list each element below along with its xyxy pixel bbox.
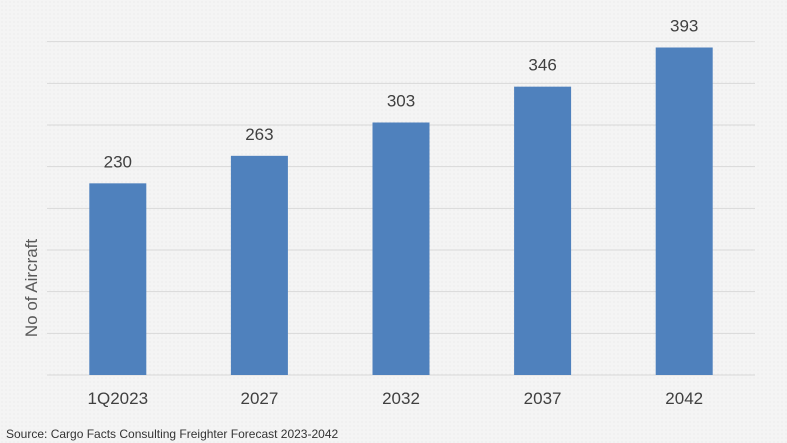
data-labels: 230 263 303 346 393 — [104, 17, 699, 172]
data-label-2037: 346 — [528, 56, 556, 75]
x-tick-2032: 2032 — [382, 389, 420, 408]
x-tick-2037: 2037 — [524, 389, 562, 408]
x-tick-1Q2023: 1Q2023 — [88, 389, 149, 408]
bar-2037 — [514, 86, 572, 376]
y-axis-label: No of Aircraft — [22, 239, 41, 338]
data-label-1Q2023: 230 — [104, 152, 132, 171]
bar-1Q2023 — [89, 183, 147, 375]
x-tick-labels: 1Q2023 2027 2032 2037 2042 — [88, 389, 704, 408]
bar-2032 — [372, 122, 430, 375]
bars — [89, 47, 713, 376]
x-tick-2027: 2027 — [240, 389, 278, 408]
data-label-2027: 263 — [245, 125, 273, 144]
data-label-2032: 303 — [387, 92, 415, 111]
bar-2027 — [230, 155, 288, 375]
x-tick-2042: 2042 — [665, 389, 703, 408]
data-label-2042: 393 — [670, 17, 698, 36]
source-note: Source: Cargo Facts Consulting Freighter… — [6, 427, 339, 441]
bar-2042 — [655, 47, 713, 375]
